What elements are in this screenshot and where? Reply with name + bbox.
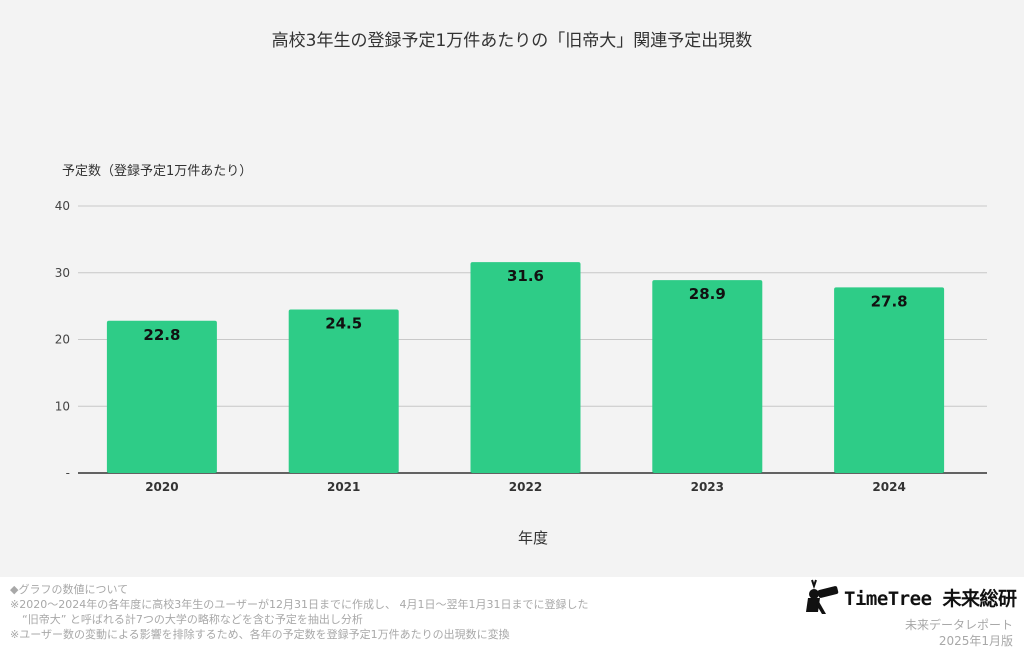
- brand: TimeTree 未来総研: [794, 578, 1024, 618]
- data-label: 27.8: [871, 292, 908, 310]
- x-tick-label: 2024: [872, 480, 905, 494]
- bar: [652, 280, 763, 473]
- x-tick-label: 2022: [509, 480, 542, 494]
- y-tick-label: 10: [55, 399, 70, 413]
- y-axis-title: 予定数（登録予定1万件あたり）: [62, 164, 253, 179]
- note-heading: ◆グラフの数値について: [10, 583, 129, 596]
- astronomer-logo-icon: [806, 579, 839, 614]
- data-label: 28.9: [689, 285, 726, 303]
- bar-chart: - 10 20 30 40 2020 2021 2022 2023 2024 22.8 24.5 3…: [55, 199, 987, 494]
- footer: [0, 577, 1024, 665]
- x-tick-label: 2021: [327, 480, 360, 494]
- report-label: 未来データレポート: [904, 618, 1013, 632]
- x-tick-label: 2023: [691, 480, 724, 494]
- bar: [106, 320, 217, 473]
- chart-title: 高校3年生の登録予定1万件あたりの「旧帝大」関連予定出現数: [271, 31, 753, 51]
- data-label: 22.8: [143, 326, 180, 344]
- report-date: 2025年1月版: [938, 634, 1013, 648]
- y-tick-label: 40: [55, 199, 70, 213]
- y-tick-label: -: [66, 466, 70, 480]
- bar: [470, 262, 581, 473]
- bar: [288, 309, 399, 473]
- note-line: ※2020〜2024年の各年度に高校3年生のユーザーが12月31日までに作成し、…: [10, 598, 589, 611]
- chart-notes: ◆グラフの数値について ※2020〜2024年の各年度に高校3年生のユーザーが1…: [10, 582, 588, 642]
- bar: [834, 287, 945, 473]
- x-tick-label: 2020: [145, 480, 178, 494]
- x-axis-title: 年度: [517, 529, 548, 547]
- data-label: 31.6: [507, 267, 544, 285]
- note-line: ※ユーザー数の変動による影響を排除するため、各年の予定数を登録予定1万件あたりの…: [10, 628, 510, 641]
- note-line: “旧帝大” と呼ばれる計7つの大学の略称などを含む予定を抽出し分析: [22, 613, 363, 626]
- data-label: 24.5: [325, 314, 362, 332]
- brand-name: TimeTree 未来総研: [844, 588, 1017, 610]
- y-tick-label: 20: [55, 333, 70, 347]
- y-tick-label: 30: [55, 266, 70, 280]
